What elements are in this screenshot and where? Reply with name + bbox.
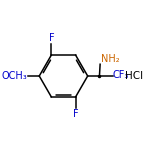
Text: OCH₃: OCH₃ <box>2 71 28 81</box>
Text: CF₃: CF₃ <box>113 70 129 80</box>
Text: HCl: HCl <box>125 71 143 81</box>
Text: NH₂: NH₂ <box>101 54 119 64</box>
Text: F: F <box>48 33 54 43</box>
Text: F: F <box>73 109 78 119</box>
